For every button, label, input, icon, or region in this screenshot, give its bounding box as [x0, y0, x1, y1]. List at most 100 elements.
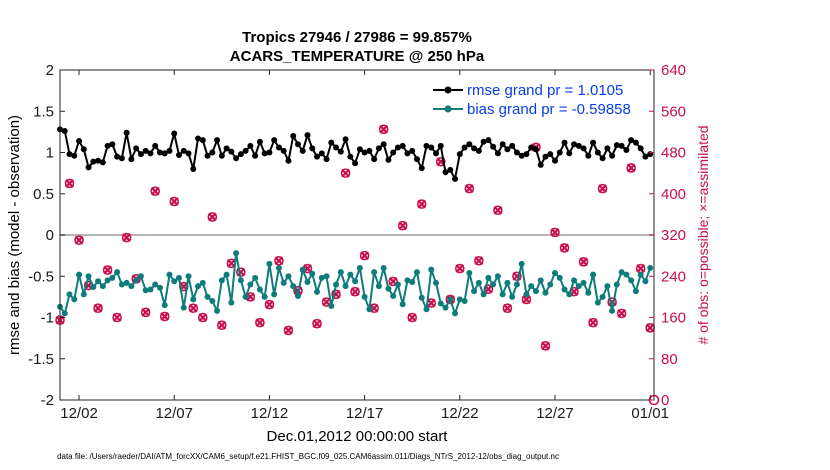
obs-possible-point — [121, 232, 132, 243]
bias-point — [471, 288, 478, 295]
rmse-point — [247, 142, 254, 149]
obs-assimilated-point — [150, 186, 160, 196]
bias-point — [123, 279, 130, 286]
bias-point — [314, 288, 321, 295]
obs-possible-point — [207, 212, 218, 222]
obs-assimilated-point — [417, 199, 427, 209]
obs-possible-point — [188, 303, 199, 314]
rmse-point — [118, 155, 125, 162]
bias-point — [237, 277, 244, 284]
bias-point — [542, 289, 549, 296]
rmse-point — [309, 145, 316, 152]
bias-point — [114, 269, 121, 276]
rmse-point — [285, 157, 292, 164]
rmse-point — [513, 149, 520, 156]
bias-point — [214, 307, 221, 314]
obs-assimilated-point — [617, 308, 627, 318]
obs-possible-point — [540, 341, 551, 351]
obs-possible-point — [255, 317, 265, 328]
bias-point — [247, 281, 254, 288]
bias-point — [571, 277, 578, 284]
rmse-point — [399, 142, 406, 149]
bias-point — [399, 301, 406, 308]
obs-assimilated-point — [626, 163, 636, 173]
obs-assimilated-point — [169, 197, 179, 206]
obs-assimilated-point — [341, 168, 350, 178]
chart-subtitle: ACARS_TEMPERATURE @ 250 hPa — [230, 48, 485, 65]
rmse-point — [233, 155, 240, 162]
rmse-point — [123, 129, 130, 136]
rmse-point — [618, 142, 625, 149]
bias-point — [137, 273, 144, 280]
rmse-point — [437, 142, 444, 149]
rmse-point — [347, 153, 354, 160]
y-tick-label: -1.5 — [28, 351, 54, 368]
rmse-point — [380, 141, 387, 148]
y-right-tick-label: 480 — [661, 145, 686, 162]
rmse-point — [218, 152, 225, 159]
rmse-point — [447, 166, 454, 173]
bias-point — [456, 296, 463, 303]
obs-possible-point — [312, 318, 322, 329]
bias-point — [632, 288, 639, 295]
y-tick-label: 1 — [46, 145, 54, 162]
rmse-point — [571, 141, 578, 148]
bias-point — [609, 307, 616, 314]
obs-assimilated-point — [112, 313, 122, 322]
bias-point — [190, 296, 197, 303]
obs-possible-point — [502, 303, 513, 314]
bias-point — [447, 296, 454, 303]
bias-point — [423, 306, 430, 313]
obs-possible-point — [407, 312, 418, 323]
rmse-point — [99, 159, 106, 166]
obs-possible-point — [264, 299, 275, 310]
bias-point — [185, 273, 192, 280]
obs-possible-point — [445, 294, 456, 305]
bias-point — [623, 271, 630, 278]
rmse-point — [156, 149, 163, 156]
bias-point — [561, 286, 568, 293]
rmse-point — [299, 147, 306, 154]
y-right-tick-label: 400 — [661, 186, 686, 203]
obs-assimilated-point — [455, 264, 465, 273]
obs-possible-point — [102, 265, 113, 275]
bias-point — [575, 283, 582, 290]
rmse-point — [466, 141, 473, 148]
bias-point — [513, 281, 520, 288]
rmse-point — [375, 145, 382, 152]
bias-point — [285, 273, 292, 280]
bias-point — [171, 278, 178, 285]
bias-point — [637, 271, 644, 278]
rmse-point — [152, 142, 159, 149]
obs-possible-point — [493, 205, 503, 216]
rmse-point — [442, 169, 449, 176]
obs-assimilated-point — [226, 258, 236, 268]
obs-assimilated-point — [246, 292, 255, 302]
bias-point — [337, 269, 344, 276]
bias-point — [223, 271, 230, 278]
rmse-point — [480, 138, 487, 145]
rmse-point — [333, 144, 340, 151]
obs-assimilated-point — [160, 312, 170, 321]
bias-point — [556, 274, 563, 281]
obs-possible-point — [150, 186, 160, 196]
bias-point — [318, 274, 325, 281]
rmse-point — [209, 149, 216, 156]
rmse-point — [418, 165, 425, 172]
rmse-point — [271, 137, 278, 144]
rmse-point — [190, 166, 197, 172]
bias-point — [537, 277, 544, 284]
rmse-point — [104, 142, 111, 149]
bias-point — [352, 278, 359, 285]
bias-point — [485, 274, 492, 281]
bias-point — [218, 277, 225, 284]
bias-point — [204, 293, 211, 300]
x-tick-label: 12/27 — [536, 405, 574, 422]
rmse-point — [337, 148, 344, 155]
rmse-point — [76, 137, 83, 144]
bias-point — [442, 304, 449, 311]
y-right-tick-label: 160 — [661, 310, 686, 327]
rmse-point — [590, 139, 597, 146]
rmse-point — [504, 146, 511, 153]
rmse-point — [252, 152, 259, 159]
